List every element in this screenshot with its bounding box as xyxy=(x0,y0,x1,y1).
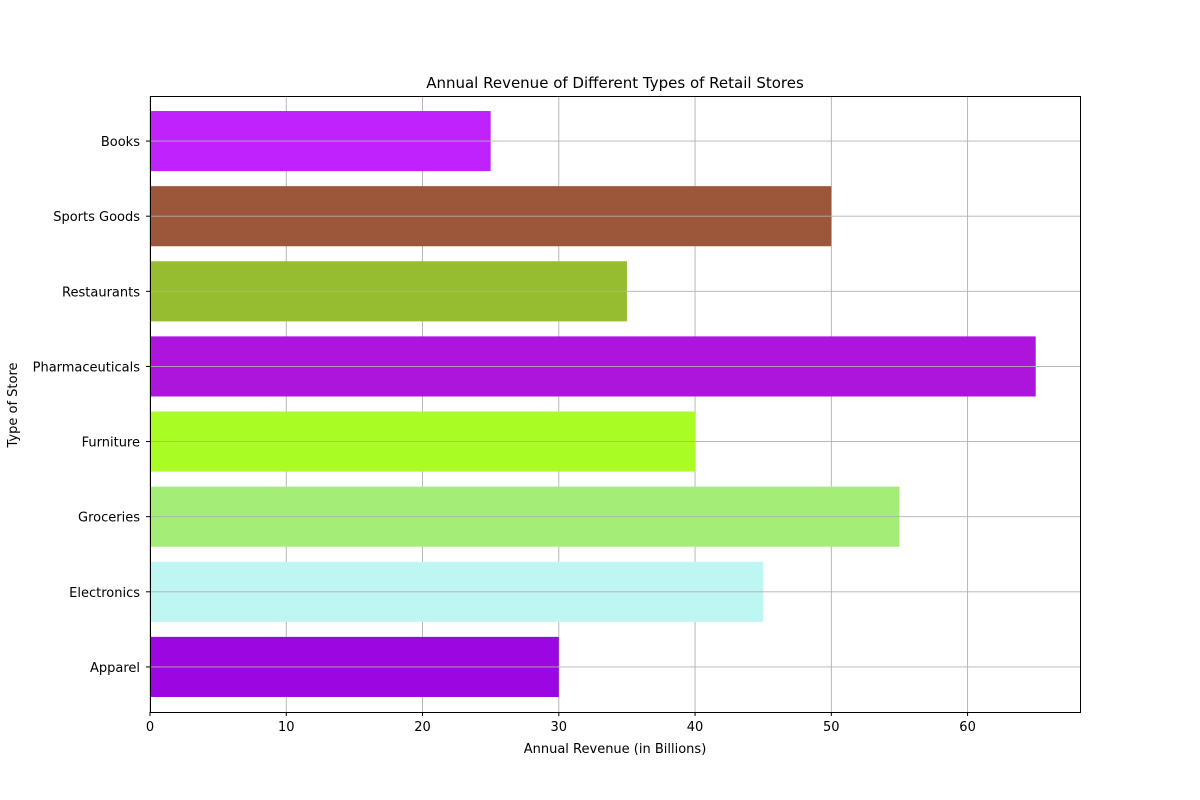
x-tick-label: 30 xyxy=(551,720,568,735)
category-grid-lines xyxy=(150,140,1080,668)
x-tick-label: 20 xyxy=(414,720,431,735)
y-tick-label: Electronics xyxy=(69,586,140,601)
x-tick-label: 60 xyxy=(959,720,976,735)
bars xyxy=(150,111,1036,697)
x-axis-ticks: 0 10 20 30 40 50 60 xyxy=(146,712,976,735)
x-tick-label: 40 xyxy=(687,720,704,735)
x-tick-label: 10 xyxy=(278,720,295,735)
x-tick-label: 50 xyxy=(823,720,840,735)
y-tick-label: Sports Goods xyxy=(53,210,140,225)
plot-frame xyxy=(150,96,1081,713)
y-tick-label: Furniture xyxy=(82,436,140,451)
y-tick-label: Books xyxy=(101,135,140,150)
x-tick-label: 0 xyxy=(146,720,154,735)
y-tick-label: Groceries xyxy=(78,511,140,526)
x-axis-label: Annual Revenue (in Billions) xyxy=(524,742,707,757)
y-tick-label: Apparel xyxy=(90,661,140,676)
y-tick-label: Pharmaceuticals xyxy=(33,360,141,375)
chart-title: Annual Revenue of Different Types of Ret… xyxy=(426,74,804,92)
y-tick-label: Restaurants xyxy=(62,285,140,300)
y-axis-label: Type of Store xyxy=(6,362,21,448)
y-axis-ticks: Apparel Electronics Groceries Furniture Phar… xyxy=(33,135,150,676)
